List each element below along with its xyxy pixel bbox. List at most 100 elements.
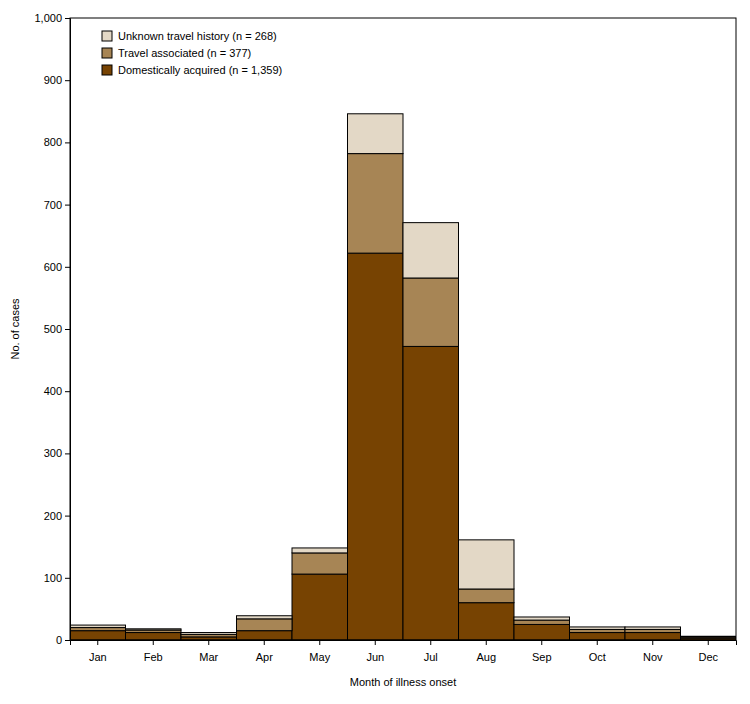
x-tick: Jan xyxy=(89,640,107,663)
y-tick: 800 xyxy=(44,136,70,148)
bar xyxy=(570,627,626,629)
x-tick: Oct xyxy=(589,640,606,663)
bar xyxy=(625,633,681,640)
x-tick-mark xyxy=(708,640,709,645)
bar xyxy=(625,627,681,629)
bar xyxy=(459,540,515,589)
series-bars xyxy=(70,253,736,640)
x-tick-mark xyxy=(264,640,265,645)
bar xyxy=(70,631,126,640)
y-tick-label: 100 xyxy=(44,572,62,584)
x-tick: Dec xyxy=(698,640,718,663)
bar xyxy=(570,633,626,640)
bars xyxy=(70,114,736,640)
x-tick: Jul xyxy=(424,640,438,663)
y-tick-mark xyxy=(65,453,70,454)
y-tick: 600 xyxy=(44,261,70,273)
x-tick: Sep xyxy=(532,640,552,663)
legend-swatch xyxy=(102,31,112,41)
x-tick: Aug xyxy=(476,640,496,663)
x-tick-label: Oct xyxy=(589,651,606,663)
bar xyxy=(237,631,293,640)
x-tick-mark xyxy=(597,640,598,645)
y-axis-title: No. of cases xyxy=(9,298,21,360)
x-tick-label: Aug xyxy=(476,651,496,663)
x-tick: May xyxy=(309,640,330,663)
x-axis-title: Month of illness onset xyxy=(350,676,456,688)
y-tick-label: 700 xyxy=(44,199,62,211)
x-tick: Apr xyxy=(256,640,273,663)
legend-label: Domestically acquired (n = 1,359) xyxy=(118,64,282,76)
bar xyxy=(237,616,293,619)
x-tick-label: Feb xyxy=(144,651,163,663)
y-tick-mark xyxy=(65,142,70,143)
y-tick-label: 500 xyxy=(44,323,62,335)
y-tick: 100 xyxy=(44,572,70,584)
legend-item: Domestically acquired (n = 1,359) xyxy=(102,64,282,76)
y-tick-label: 600 xyxy=(44,261,62,273)
bar xyxy=(514,624,570,640)
x-tick-label: Jul xyxy=(424,651,438,663)
x-tick-mark xyxy=(430,640,431,645)
x-tick-mark xyxy=(541,640,542,645)
bar xyxy=(292,574,348,640)
y-axis: 0 100 200 300 400 500 600 700 800 900 1,000 xyxy=(34,12,70,646)
legend-swatch xyxy=(102,48,112,58)
y-tick-label: 0 xyxy=(56,634,62,646)
x-tick-label: Jan xyxy=(89,651,107,663)
x-tick: Feb xyxy=(144,640,163,663)
y-tick-label: 400 xyxy=(44,385,62,397)
y-tick: 500 xyxy=(44,323,70,335)
plot-frame xyxy=(70,18,736,640)
bar xyxy=(403,223,459,278)
legend-label: Travel associated (n = 377) xyxy=(118,47,251,59)
y-tick: 700 xyxy=(44,199,70,211)
y-tick-label: 900 xyxy=(44,74,62,86)
y-tick-mark xyxy=(65,80,70,81)
x-tick: Mar xyxy=(199,640,218,663)
x-tick-label: Apr xyxy=(256,651,273,663)
series-bars xyxy=(70,114,736,637)
legend-label: Unknown travel history (n = 268) xyxy=(118,30,277,42)
bar xyxy=(126,629,182,630)
y-tick-mark xyxy=(65,267,70,268)
x-tick-mark xyxy=(375,640,376,645)
x-tick-label: Jun xyxy=(366,651,384,663)
bar xyxy=(403,346,459,640)
x-tick-label: Nov xyxy=(643,651,663,663)
bar xyxy=(681,636,737,638)
x-tick-mark xyxy=(97,640,98,645)
bar xyxy=(237,619,293,631)
y-tick-mark xyxy=(65,516,70,517)
bar xyxy=(681,637,737,638)
y-tick-label: 300 xyxy=(44,447,62,459)
y-tick-mark xyxy=(65,205,70,206)
x-tick-mark xyxy=(319,640,320,645)
plot: 0 100 200 300 400 500 600 700 800 900 1,000 Jan Feb M… xyxy=(34,12,736,663)
y-tick: 400 xyxy=(44,385,70,397)
x-tick: Nov xyxy=(643,640,663,663)
x-tick: Jun xyxy=(366,640,384,663)
x-tick-label: Dec xyxy=(698,651,718,663)
y-tick: 900 xyxy=(44,74,70,86)
bar xyxy=(514,617,570,620)
bar xyxy=(292,548,348,553)
bar xyxy=(126,633,182,640)
bar xyxy=(514,620,570,624)
y-tick: 1,000 xyxy=(34,12,70,24)
y-tick-mark xyxy=(65,578,70,579)
bar xyxy=(70,625,126,627)
x-tick-label: May xyxy=(309,651,330,663)
x-tick-label: Sep xyxy=(532,651,552,663)
y-tick-mark xyxy=(65,391,70,392)
bar xyxy=(181,633,237,635)
y-tick: 300 xyxy=(44,447,70,459)
x-tick-mark xyxy=(208,640,209,645)
y-tick-label: 1,000 xyxy=(34,12,62,24)
y-tick-mark xyxy=(65,18,70,19)
bar xyxy=(292,553,348,574)
y-tick-mark xyxy=(65,329,70,330)
x-tick-label: Mar xyxy=(199,651,218,663)
y-tick-mark xyxy=(65,640,70,641)
y-tick: 200 xyxy=(44,510,70,522)
